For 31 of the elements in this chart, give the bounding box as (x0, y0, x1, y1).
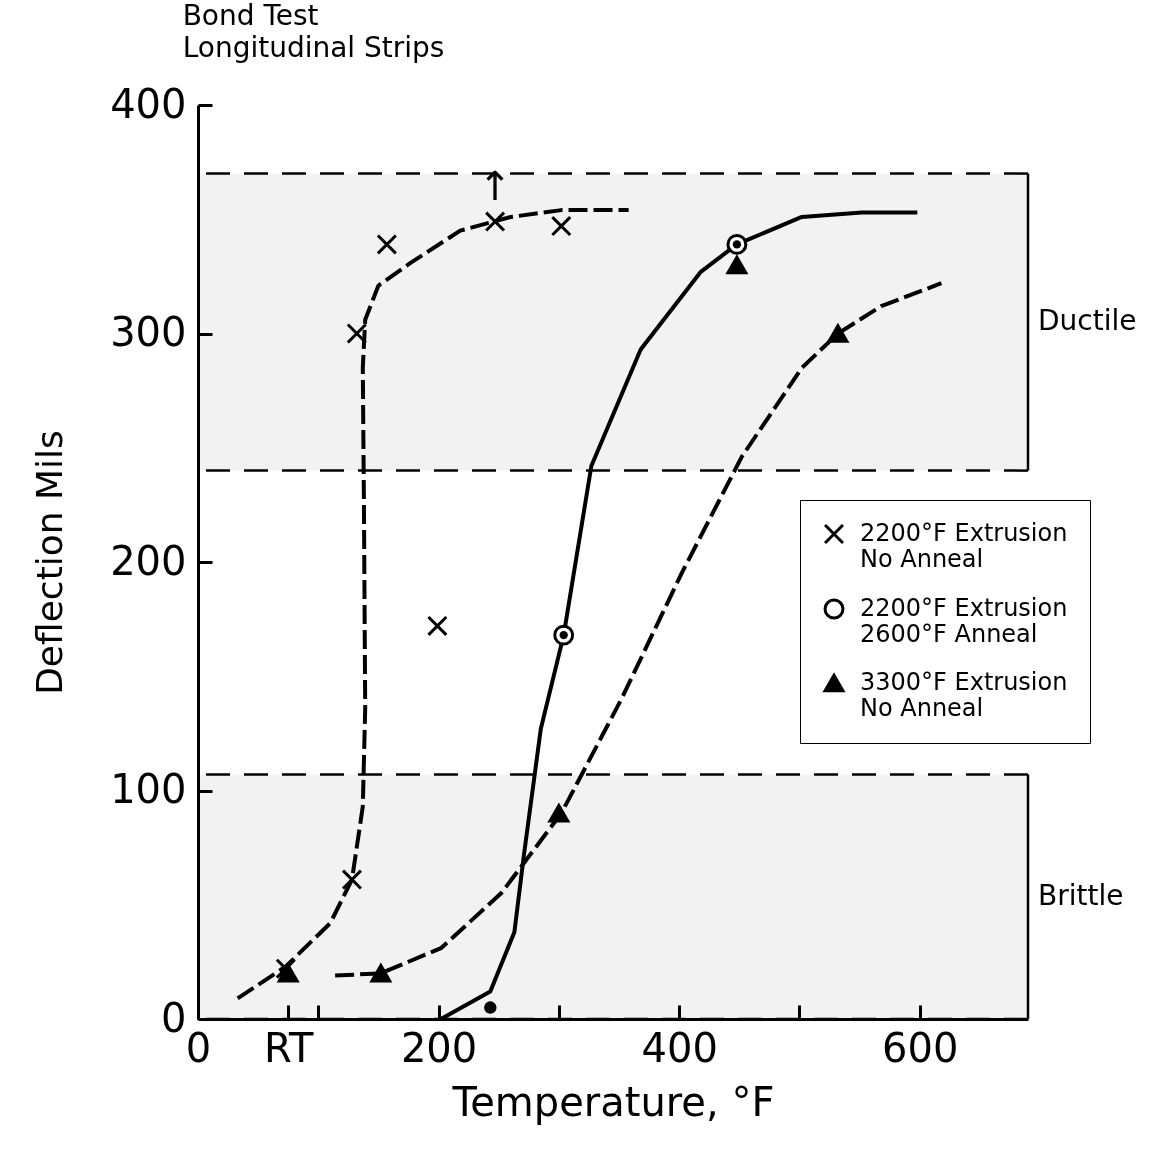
point (548, 804, 570, 823)
x-tick-label: 400 (641, 1024, 718, 1071)
point (426, 615, 448, 637)
y-tick-label: 0 (161, 994, 187, 1041)
y-axis-title: Deflection Mils (29, 430, 71, 695)
chart-subtitle: Longitudinal Strips (182, 31, 445, 64)
legend-label: 2200°F Extrusion 2600°F Anneal (860, 594, 1068, 648)
point (341, 869, 363, 891)
point (376, 233, 398, 255)
band-label: Brittle (1038, 878, 1124, 912)
point (346, 323, 368, 344)
y-tick-label: 200 (110, 537, 187, 584)
point (370, 964, 392, 983)
band-label: Ductile (1038, 304, 1137, 338)
x-tick-label: 200 (400, 1024, 478, 1071)
annotation: ↑ (478, 162, 512, 209)
point (827, 324, 849, 343)
y-tick-label: 300 (110, 309, 187, 355)
point (275, 958, 297, 980)
x-tick-label: 600 (882, 1024, 959, 1071)
x-axis-title: Temperature, °F (451, 1078, 775, 1125)
chart-title: Bond Test (182, 0, 319, 32)
y-tick-label: 400 (110, 80, 187, 127)
x-tick-label: RT (264, 1024, 314, 1071)
legend-label: 2200°F Extrusion No Anneal (860, 519, 1068, 573)
y-tick-label: 100 (110, 766, 187, 812)
point (726, 255, 748, 275)
legend-label: 3300°F Extrusion No Anneal (860, 668, 1068, 722)
point (484, 1001, 497, 1014)
point (484, 211, 506, 232)
point (550, 215, 572, 237)
